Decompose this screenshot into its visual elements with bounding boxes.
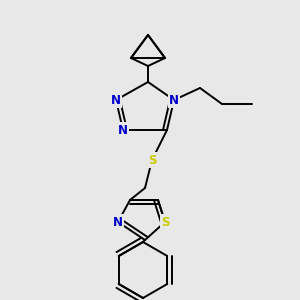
Text: N: N	[113, 215, 123, 229]
Text: S: S	[161, 215, 169, 229]
Text: N: N	[169, 94, 179, 106]
Text: N: N	[111, 94, 121, 106]
Text: S: S	[148, 154, 156, 166]
Text: N: N	[118, 124, 128, 136]
